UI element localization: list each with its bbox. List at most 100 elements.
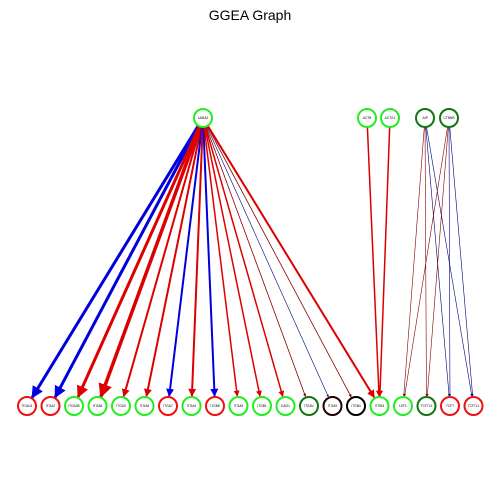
node-itga3: ITGA3 <box>111 396 131 416</box>
node-itgb3: ITGB3 <box>369 396 390 416</box>
edge-jup-tcf7 <box>425 126 451 397</box>
node-circle <box>416 396 437 416</box>
node-label: JUP <box>422 116 428 120</box>
edge-jup-tcf7l2 <box>424 126 428 397</box>
edge-ctnnb-tcf7 <box>448 126 452 397</box>
node-itga9: ITGA9 <box>322 396 343 416</box>
node-lef1: LEF1 <box>393 396 413 416</box>
node-circle <box>346 396 366 416</box>
node-circle <box>369 396 390 416</box>
edge-lama2-itga6 <box>144 126 203 397</box>
node-label: ACTG1 <box>385 116 396 120</box>
node-itga6: ITGA6 <box>134 396 155 416</box>
node-label: ITGA2B <box>68 404 79 408</box>
edge-lama2-itgav <box>205 126 307 397</box>
node-circle <box>463 396 484 416</box>
edge-lama2-itga5 <box>203 126 240 397</box>
node-label: ITGA4 <box>187 404 196 408</box>
node-circle <box>393 396 413 416</box>
node-circle <box>415 108 435 128</box>
node-label: ACTB <box>363 116 372 120</box>
node-itga11: ITGA11 <box>17 396 37 416</box>
node-circle <box>275 396 296 416</box>
node-label: LAMA2 <box>198 116 209 120</box>
node-circle <box>252 396 272 416</box>
edge-lama2-dag1 <box>204 126 285 397</box>
edge-lama2-itgb3 <box>206 125 376 399</box>
node-actg1: ACTG1 <box>380 108 400 128</box>
node-itgb8: ITGB8 <box>205 396 225 416</box>
edge-lama2-itga7 <box>166 126 203 397</box>
node-label: ITGAV <box>304 404 314 408</box>
node-tcf7l1: TCF7L1 <box>463 396 484 416</box>
node-label: DAG1 <box>281 404 290 408</box>
node-itgb1: ITGB1 <box>252 396 272 416</box>
node-circle <box>158 396 178 416</box>
node-label: ITGA9 <box>328 404 337 408</box>
edge-lama2-itga2 <box>53 125 201 399</box>
node-label: CTNNB <box>444 116 455 120</box>
node-circle <box>87 396 108 416</box>
edge-actg1-itgb3 <box>377 126 391 397</box>
edge-actb-itgb3 <box>366 126 382 397</box>
node-lama2: LAMA2 <box>193 108 213 128</box>
node-circle <box>357 108 377 128</box>
node-label: ITGA2 <box>46 404 55 408</box>
node-label: ITGA7 <box>163 404 172 408</box>
node-label: ITGB1 <box>257 404 266 408</box>
node-circle <box>111 396 131 416</box>
node-label: TCF7L1 <box>468 404 480 408</box>
node-itgav: ITGAV <box>299 396 319 416</box>
node-tcf7: TCF7 <box>440 396 460 416</box>
node-label: ITGA6 <box>140 404 149 408</box>
edge-lama2-itga2b <box>76 125 201 398</box>
node-label: ITGB8 <box>210 404 219 408</box>
nodes-layer: LAMA2 ACTB ACTG1 JUP CTNNB ITGA11 ITGA2 ITGA2B I… <box>17 108 484 416</box>
edge-jup-lef1 <box>402 126 425 397</box>
node-itga5: ITGA5 <box>228 396 249 416</box>
node-label: ITGA8 <box>93 404 102 408</box>
graph-title: GGEA Graph <box>208 7 292 23</box>
edge-lama2-itgb8 <box>202 126 219 397</box>
node-circle <box>299 396 319 416</box>
node-circle <box>40 396 61 416</box>
node-circle <box>181 396 202 416</box>
node-label: ITGA3 <box>116 404 125 408</box>
node-itga7: ITGA7 <box>158 396 178 416</box>
node-circle <box>439 108 459 128</box>
node-actb: ACTB <box>357 108 377 128</box>
node-label: ITGA5 <box>234 404 243 408</box>
node-label: ITGA11 <box>22 404 33 408</box>
node-circle <box>193 108 213 128</box>
node-itgb4: ITGB4 <box>346 396 366 416</box>
node-itga2: ITGA2 <box>40 396 61 416</box>
node-itga2b: ITGA2B <box>64 396 84 416</box>
node-circle <box>134 396 155 416</box>
node-circle <box>380 108 400 128</box>
edge-lama2-itgb1 <box>204 126 262 397</box>
node-label: TCF7 <box>446 404 454 408</box>
edge-lama2-itga11 <box>30 124 200 399</box>
edge-ctnnb-tcf7l1 <box>449 126 474 397</box>
node-jup: JUP <box>415 108 435 128</box>
node-label: LEF1 <box>399 404 407 408</box>
node-circle <box>17 396 37 416</box>
node-itga8: ITGA8 <box>87 396 108 416</box>
edge-lama2-itga3 <box>121 126 202 398</box>
edge-jup-tcf7l1 <box>426 126 473 397</box>
node-label: TCF7L2 <box>421 404 433 408</box>
node-tcf7l2: TCF7L2 <box>416 396 437 416</box>
node-itga4: ITGA4 <box>181 396 202 416</box>
node-circle <box>205 396 225 416</box>
node-circle <box>228 396 249 416</box>
node-circle <box>322 396 343 416</box>
edges-layer <box>30 124 474 399</box>
node-dag1: DAG1 <box>275 396 296 416</box>
node-circle <box>440 396 460 416</box>
node-circle <box>64 396 84 416</box>
edge-ctnnb-tcf7l2 <box>426 126 449 397</box>
edge-lama2-itga8 <box>98 125 202 398</box>
edge-lama2-itga9 <box>206 126 329 398</box>
edge-lama2-itgb4 <box>206 125 352 398</box>
